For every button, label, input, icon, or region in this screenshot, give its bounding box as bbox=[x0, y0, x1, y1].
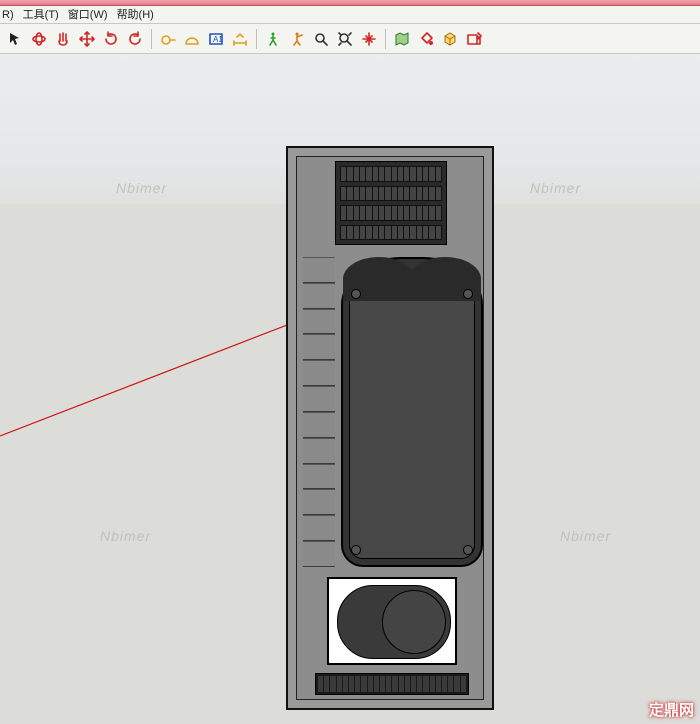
export-icon[interactable] bbox=[463, 28, 485, 50]
app-window: R) 工具(T) 窗口(W) 帮助(H) A1 bbox=[0, 0, 700, 724]
screw-icon bbox=[351, 289, 361, 299]
orbit-icon[interactable] bbox=[28, 28, 50, 50]
screw-icon bbox=[351, 545, 361, 555]
vent-row bbox=[340, 186, 442, 202]
dim-icon[interactable] bbox=[229, 28, 251, 50]
3dwh-icon[interactable] bbox=[439, 28, 461, 50]
toolbar-separator bbox=[151, 29, 152, 49]
case-inner bbox=[296, 156, 484, 700]
menu-tools[interactable]: 工具(T) bbox=[23, 9, 59, 21]
top-vent bbox=[335, 161, 447, 245]
zoom-ext-icon[interactable] bbox=[334, 28, 356, 50]
side-panel-fan-mount bbox=[341, 257, 483, 567]
toolbar: A1 bbox=[0, 24, 700, 54]
tape-icon[interactable] bbox=[157, 28, 179, 50]
viewport-3d[interactable]: Nbimer Nbimer Nbimer Nbimer 定鼎网 bbox=[0, 54, 700, 724]
menu-r[interactable]: R) bbox=[2, 9, 14, 21]
vent-row bbox=[340, 205, 442, 221]
select-arrow-icon[interactable] bbox=[4, 28, 26, 50]
paint-icon[interactable] bbox=[415, 28, 437, 50]
model-pc-case[interactable] bbox=[286, 146, 494, 710]
menu-bar: R) 工具(T) 窗口(W) 帮助(H) bbox=[0, 6, 700, 24]
drive-bay-column bbox=[303, 257, 335, 567]
toolbar-separator bbox=[256, 29, 257, 49]
vent-row bbox=[340, 166, 442, 182]
position-icon[interactable] bbox=[358, 28, 380, 50]
move-icon[interactable] bbox=[76, 28, 98, 50]
screw-icon bbox=[463, 289, 473, 299]
toolbar-separator bbox=[385, 29, 386, 49]
rotate-cw-icon[interactable] bbox=[100, 28, 122, 50]
look-icon[interactable] bbox=[286, 28, 308, 50]
vent-row bbox=[340, 225, 442, 241]
text-icon[interactable]: A1 bbox=[205, 28, 227, 50]
pan-icon[interactable] bbox=[52, 28, 74, 50]
menu-window[interactable]: 窗口(W) bbox=[68, 9, 108, 21]
bottom-vent bbox=[315, 673, 469, 695]
svg-text:A1: A1 bbox=[213, 35, 223, 44]
rotate-ccw-icon[interactable] bbox=[124, 28, 146, 50]
screw-icon bbox=[463, 545, 473, 555]
map-icon[interactable] bbox=[391, 28, 413, 50]
psu-cutout bbox=[327, 577, 457, 665]
walk-icon[interactable] bbox=[262, 28, 284, 50]
protractor-icon[interactable] bbox=[181, 28, 203, 50]
psu-fan bbox=[337, 585, 451, 659]
menu-help[interactable]: 帮助(H) bbox=[117, 9, 154, 21]
zoom-icon[interactable] bbox=[310, 28, 332, 50]
